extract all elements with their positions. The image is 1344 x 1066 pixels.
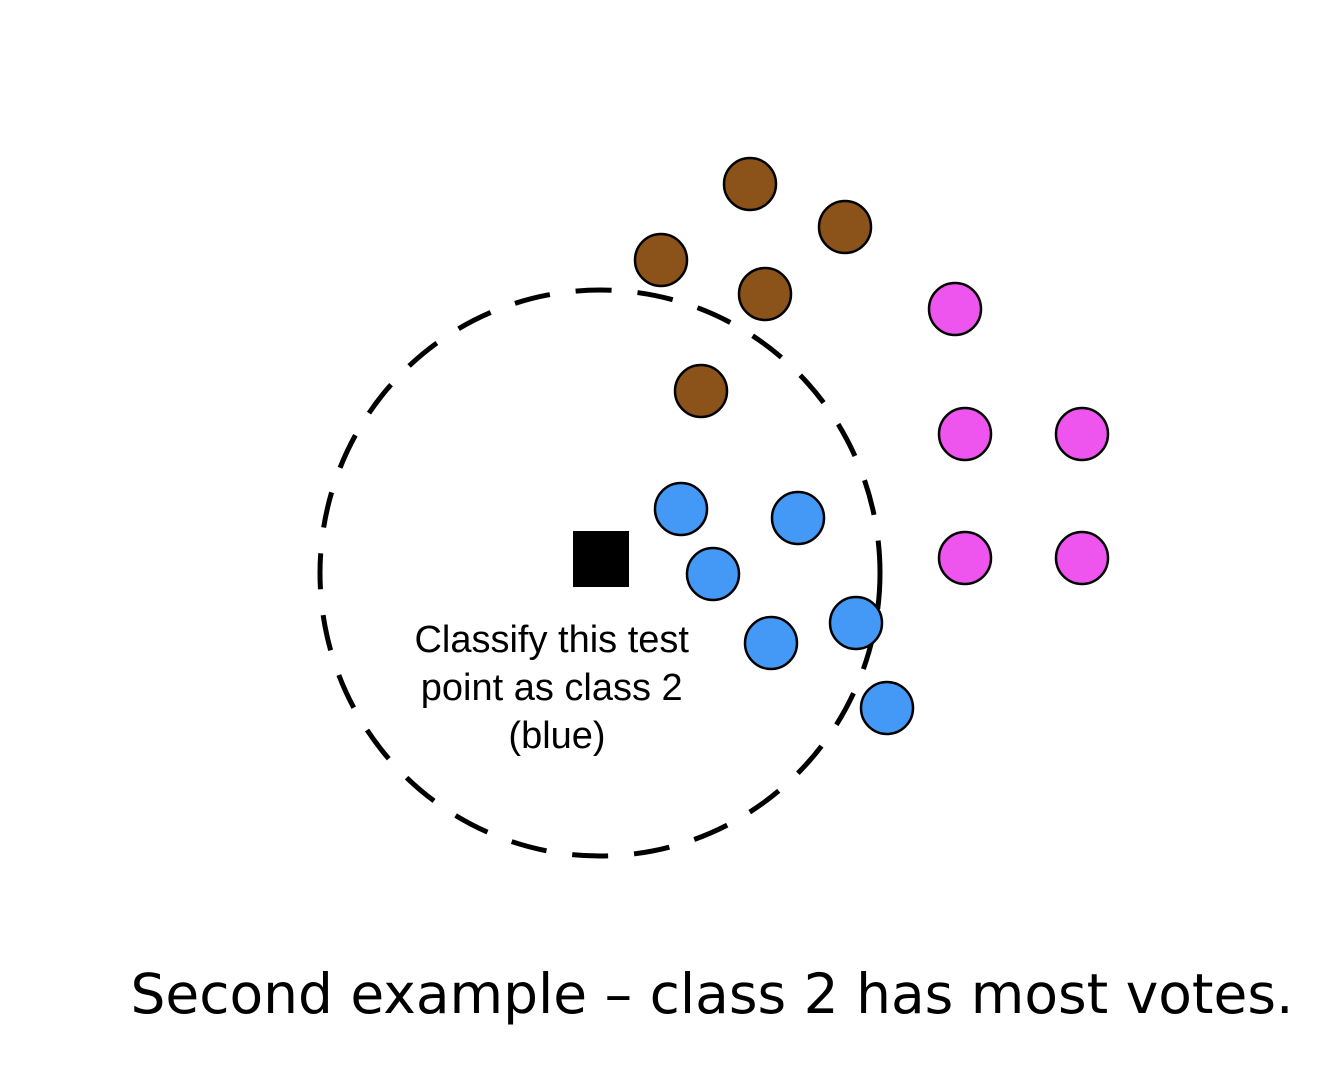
magenta-point bbox=[927, 281, 983, 337]
brown-point bbox=[817, 199, 873, 255]
annotation-text: Classify this test point as class 2 (blu… bbox=[414, 619, 699, 757]
blue-point bbox=[653, 481, 709, 537]
annotation-line-1: Classify this test bbox=[414, 619, 689, 661]
blue-point bbox=[743, 615, 799, 671]
blue-point bbox=[685, 546, 741, 602]
brown-point bbox=[737, 266, 793, 322]
neighborhood-circle bbox=[317, 287, 883, 859]
test-point-square bbox=[573, 531, 629, 587]
blue-points bbox=[653, 481, 915, 736]
brown-points bbox=[633, 156, 873, 419]
magenta-point bbox=[1054, 406, 1110, 462]
magenta-points bbox=[927, 281, 1110, 586]
blue-point bbox=[828, 595, 884, 651]
annotation-line-3: (blue) bbox=[508, 715, 605, 757]
blue-point bbox=[859, 680, 915, 736]
brown-point bbox=[722, 156, 778, 212]
blue-point bbox=[770, 490, 826, 546]
magenta-point bbox=[1054, 530, 1110, 586]
caption: Second example – class 2 has most votes. bbox=[130, 962, 1294, 1026]
brown-point bbox=[673, 363, 729, 419]
brown-point bbox=[633, 232, 689, 288]
magenta-point bbox=[937, 530, 993, 586]
annotation-line-2: point as class 2 bbox=[421, 667, 683, 709]
magenta-point bbox=[937, 406, 993, 462]
